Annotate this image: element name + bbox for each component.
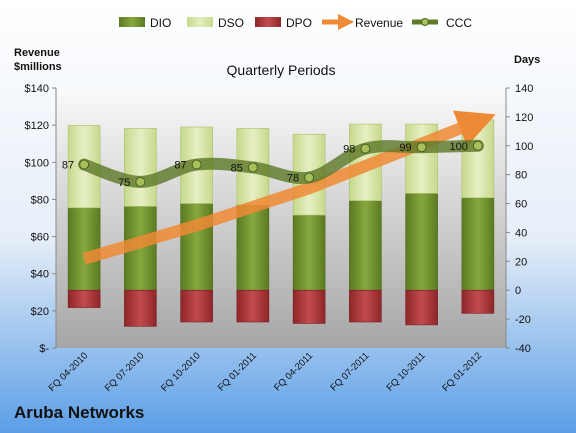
legend-label-dpo: DPO bbox=[286, 16, 312, 30]
legend-swatch-dpo bbox=[255, 17, 281, 27]
left-axis-title-line1: Revenue bbox=[14, 47, 60, 59]
right-tick-label: 20 bbox=[515, 256, 527, 268]
ccc-data-label: 85 bbox=[231, 162, 243, 174]
plot-area bbox=[56, 88, 506, 348]
bar-dpo bbox=[124, 289, 157, 327]
right-tick-label: -40 bbox=[515, 343, 531, 355]
ccc-marker bbox=[191, 159, 202, 170]
right-tick-label: 100 bbox=[515, 141, 533, 153]
right-tick-label: 60 bbox=[515, 199, 527, 211]
bar-dpo bbox=[349, 289, 382, 323]
right-tick-label: 140 bbox=[515, 83, 533, 95]
company-name: Aruba Networks bbox=[14, 403, 144, 422]
left-tick-label: $100 bbox=[25, 157, 49, 169]
bar-dio bbox=[67, 207, 101, 291]
ccc-data-label: 75 bbox=[118, 177, 130, 189]
bar-dpo bbox=[292, 289, 326, 324]
bar-dio bbox=[461, 197, 495, 291]
ccc-data-label: 98 bbox=[343, 144, 355, 156]
bars bbox=[67, 119, 495, 327]
bar-dio bbox=[349, 200, 382, 291]
bar-dpo bbox=[461, 289, 495, 314]
ccc-line bbox=[78, 139, 484, 188]
ccc-marker bbox=[135, 176, 146, 187]
legend-label-ccc: CCC bbox=[446, 16, 472, 30]
bar-dpo bbox=[405, 289, 438, 326]
bar-dio bbox=[405, 193, 438, 291]
ccc-data-label: 100 bbox=[450, 141, 468, 153]
bar-dso bbox=[124, 128, 157, 207]
legend-label-dso: DSO bbox=[218, 16, 244, 30]
left-tick-label: $120 bbox=[25, 120, 49, 132]
ccc-data-label: 78 bbox=[287, 173, 299, 185]
bar-dio bbox=[292, 214, 326, 291]
bar-dio bbox=[236, 204, 270, 291]
left-tick-label: $60 bbox=[31, 232, 49, 244]
right-tick-label: 0 bbox=[515, 285, 521, 297]
legend: DIO DSO DPO Revenue CCC bbox=[119, 13, 472, 31]
ccc-marker bbox=[472, 140, 483, 151]
left-axis-ticks: $- $20 $40 $60 $80 $100 $120 $140 bbox=[25, 83, 56, 355]
right-tick-label: 40 bbox=[515, 227, 527, 239]
bar-dpo bbox=[180, 289, 213, 323]
chart-title: Quarterly Periods bbox=[227, 62, 336, 78]
left-tick-label: $80 bbox=[31, 194, 49, 206]
left-tick-label: $140 bbox=[25, 83, 49, 95]
legend-swatch-dio bbox=[119, 17, 145, 27]
ccc-data-label: 99 bbox=[399, 142, 411, 154]
left-tick-label: $40 bbox=[31, 269, 49, 281]
legend-label-dio: DIO bbox=[150, 16, 171, 30]
ccc-series: 87 75 87 85 78 98 99 100 bbox=[62, 139, 484, 189]
ccc-marker bbox=[79, 159, 90, 170]
ccc-marker bbox=[247, 162, 258, 173]
bar-dpo bbox=[67, 289, 101, 308]
right-axis-ticks: -40 -20 0 20 40 60 80 100 120 140 bbox=[506, 83, 533, 355]
ccc-marker bbox=[304, 172, 315, 183]
bar-dpo bbox=[236, 289, 270, 323]
legend-swatch-dso bbox=[187, 17, 213, 27]
left-tick-label: $- bbox=[39, 343, 49, 355]
legend-label-revenue: Revenue bbox=[355, 16, 403, 30]
right-axis-title: Days bbox=[514, 54, 540, 66]
ccc-data-label: 87 bbox=[62, 160, 74, 172]
right-tick-label: -20 bbox=[515, 314, 531, 326]
left-tick-label: $20 bbox=[31, 306, 49, 318]
left-axis-title-line2: $millions bbox=[14, 61, 62, 73]
right-tick-label: 80 bbox=[515, 170, 527, 182]
right-tick-label: 120 bbox=[515, 112, 533, 124]
ccc-data-label: 87 bbox=[174, 160, 186, 172]
legend-swatch-ccc-marker bbox=[421, 18, 429, 26]
ccc-marker bbox=[416, 142, 427, 153]
ccc-marker bbox=[360, 143, 371, 154]
